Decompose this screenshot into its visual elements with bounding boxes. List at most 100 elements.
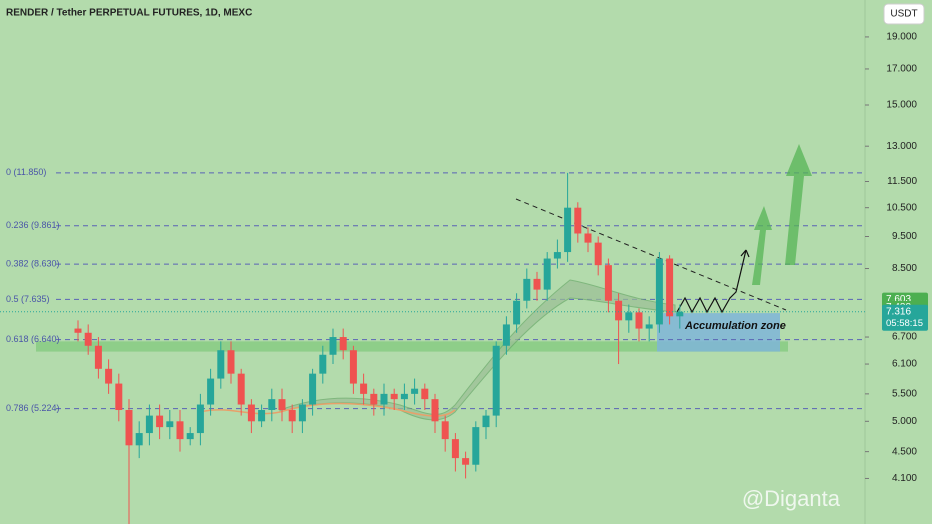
- candle-body: [676, 311, 684, 317]
- candle-body: [115, 383, 123, 411]
- candle-body: [360, 383, 368, 394]
- fib-label: 0.382 (8.630): [6, 259, 60, 269]
- candle-body: [145, 415, 153, 434]
- fib-label: 0 (11.850): [6, 167, 46, 177]
- y-tick-label: 9.500: [892, 231, 917, 242]
- price-tag: [882, 304, 928, 331]
- candle-body: [370, 393, 378, 405]
- candle-body: [533, 278, 541, 290]
- y-tick-label: 6.700: [892, 332, 917, 343]
- candle-body: [411, 388, 419, 394]
- candle-body: [390, 393, 398, 400]
- candle-body: [502, 324, 510, 346]
- fib-levels: 0 (11.850) 0.236 (9.861) 0.382 (8.630) 0.5 …: [6, 167, 865, 413]
- candle-body: [645, 324, 653, 329]
- price-tag-label: 7.316: [886, 306, 911, 317]
- y-tick-label: 13.000: [886, 141, 917, 152]
- y-tick-label: 17.000: [886, 64, 917, 75]
- y-tick-label: 6.100: [892, 359, 917, 370]
- zone-label: Accumulation zone: [684, 320, 786, 332]
- candle-body: [482, 415, 490, 428]
- y-tick-label: 4.500: [892, 446, 917, 457]
- up-arrow: [752, 206, 772, 285]
- y-tick-label: 10.500: [886, 202, 917, 213]
- countdown: 05:58:15: [886, 318, 923, 329]
- candle-body: [84, 332, 92, 346]
- candle-body: [125, 410, 133, 446]
- candle-body: [441, 421, 449, 440]
- candle-body: [156, 415, 164, 428]
- candle-body: [166, 421, 174, 428]
- candle-body: [584, 233, 592, 243]
- projection-path: [676, 249, 747, 314]
- y-tick-label: 8.500: [892, 263, 917, 274]
- trend-line: [515, 198, 787, 311]
- candle-body: [574, 207, 582, 234]
- candle-body: [655, 258, 663, 325]
- candle-body: [105, 368, 113, 384]
- currency-label[interactable]: USDT: [890, 9, 917, 20]
- candle-body: [176, 421, 184, 440]
- candle-body: [217, 350, 225, 379]
- candle-body: [237, 373, 245, 405]
- candle-body: [666, 258, 674, 317]
- candle-body: [258, 410, 266, 422]
- candle-body: [288, 410, 296, 422]
- candle-body: [564, 207, 572, 253]
- candle-body: [329, 337, 337, 355]
- ma-ribbon: [279, 279, 676, 421]
- chart-title: RENDER / Tether PERPETUAL FUTURES, 1D, M…: [6, 8, 252, 19]
- candle-body: [462, 458, 470, 465]
- candle-body: [543, 258, 551, 290]
- price-axis: 19.000 17.000 15.000 13.000 11.500 10.500 9.50…: [865, 32, 928, 484]
- candles: Accumulation zone: [0, 172, 865, 524]
- fib-label: 0.618 (6.640): [6, 334, 60, 344]
- candle-body: [339, 337, 347, 351]
- currency-button[interactable]: [883, 3, 925, 25]
- candle-body: [400, 393, 408, 400]
- candle-body: [553, 252, 561, 259]
- candle-body: [135, 433, 143, 446]
- candle-body: [380, 393, 388, 405]
- support-band: [36, 341, 788, 352]
- candle-body: [74, 328, 82, 333]
- candle-body: [523, 278, 531, 301]
- y-tick-label: 4.100: [892, 473, 917, 484]
- candle-body: [319, 354, 327, 374]
- zones: [36, 313, 788, 352]
- accumulation-zone: [657, 313, 780, 352]
- candle-body: [186, 433, 194, 440]
- fib-label: 0.786 (5.224): [6, 403, 60, 413]
- candle-body: [247, 404, 255, 422]
- candle-body: [278, 399, 286, 411]
- y-tick-label: 19.000: [886, 32, 917, 43]
- price-tag-label: 7.603: [886, 294, 911, 305]
- candle-body: [431, 399, 439, 422]
- candle-body: [268, 399, 276, 411]
- y-tick-label: 5.000: [892, 416, 917, 427]
- fib-label: 0.236 (9.861): [6, 220, 60, 230]
- y-tick-label: 5.500: [892, 389, 917, 400]
- candle-body: [615, 300, 623, 321]
- candle-body: [594, 242, 602, 266]
- candle-body: [227, 350, 235, 374]
- candle-body: [94, 345, 102, 369]
- y-tick-label: 11.500: [887, 176, 917, 187]
- candle-body: [421, 388, 429, 400]
- watermark: @Diganta: [742, 486, 841, 511]
- candle-body: [472, 427, 480, 465]
- candle-body: [513, 300, 521, 325]
- candle-body: [349, 350, 357, 384]
- candle-body: [604, 265, 612, 301]
- candle-body: [635, 312, 643, 329]
- candle-body: [492, 345, 500, 416]
- up-arrow: [785, 144, 812, 265]
- ma-line: [199, 402, 456, 417]
- y-tick-label: 15.000: [886, 100, 917, 111]
- candle-body: [451, 439, 459, 459]
- candle-body: [196, 404, 204, 434]
- candle-body: [207, 378, 215, 405]
